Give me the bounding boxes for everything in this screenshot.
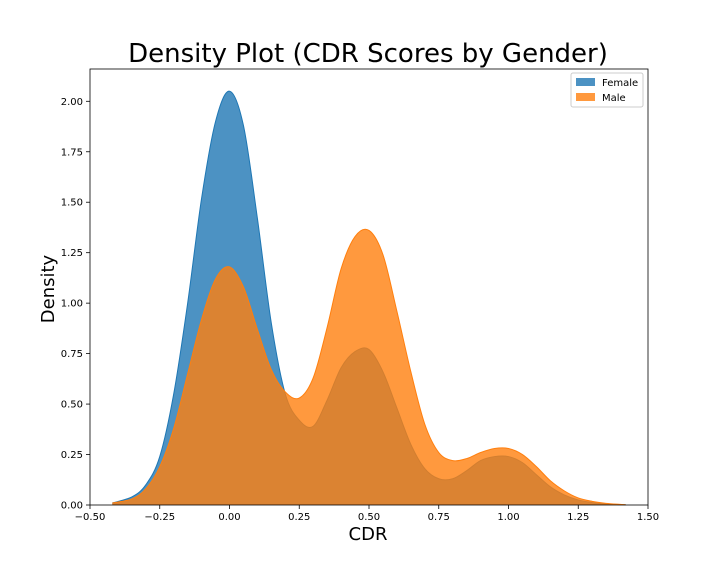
density-area-male: [112, 229, 626, 505]
y-tick-label: 1.00: [61, 299, 83, 310]
legend: Female Male: [570, 72, 644, 108]
x-tick-label: 1.25: [567, 512, 589, 523]
y-tick-label: 0.00: [61, 501, 83, 512]
legend-swatch-male: [576, 93, 595, 101]
x-tick-label: −0.25: [144, 512, 175, 523]
legend-label-female: Female: [602, 78, 638, 89]
x-axis-label: CDR: [349, 524, 388, 545]
y-axis-label: Density: [38, 254, 59, 323]
y-tick-label: 1.50: [61, 198, 83, 209]
legend-swatch-female: [576, 78, 595, 86]
chart-title: Density Plot (CDR Scores by Gender): [128, 39, 608, 69]
y-tick-label: 0.25: [61, 450, 83, 461]
y-tick-label: 0.75: [61, 349, 83, 360]
x-tick-label: 1.00: [497, 512, 519, 523]
density-line-male: [112, 228, 626, 506]
y-tick-label: 1.75: [61, 147, 83, 158]
legend-label-male: Male: [602, 93, 626, 104]
series-layer: [112, 90, 626, 506]
axes-layer: −0.50 −0.25 0.00 0.25 0.50 0.75 1.00 1.25 1.50 0.…: [61, 68, 659, 523]
x-tick-label: 1.50: [637, 512, 659, 523]
y-tick-label: 0.50: [61, 400, 83, 411]
x-tick-label: 0.25: [288, 512, 310, 523]
x-tick-label: 0.00: [218, 512, 240, 523]
x-tick-label: 0.50: [358, 512, 380, 523]
y-tick-label: 2.00: [61, 97, 83, 108]
x-tick-label: −0.50: [75, 512, 106, 523]
y-tick-label: 1.25: [61, 248, 83, 259]
x-tick-label: 0.75: [428, 512, 450, 523]
